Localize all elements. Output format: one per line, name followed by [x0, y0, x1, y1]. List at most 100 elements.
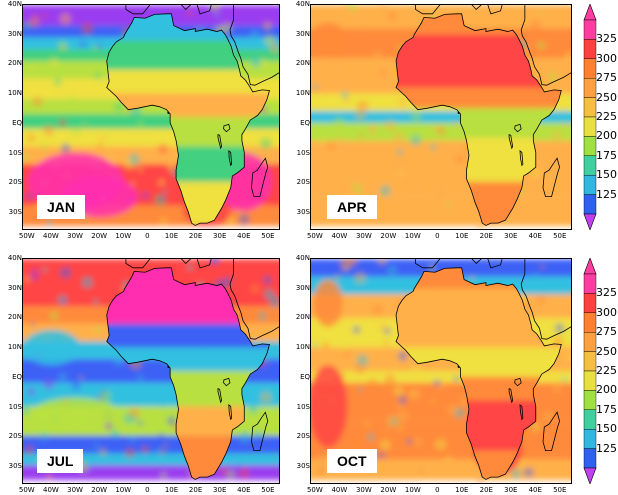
- lon-label: 40E: [528, 232, 542, 240]
- lon-label: 10W: [115, 486, 132, 494]
- lat-label: 10N: [7, 343, 22, 352]
- lon-label: 40W: [43, 232, 59, 240]
- lon-label: 30W: [355, 232, 372, 240]
- lat-label: 10S: [296, 148, 310, 157]
- colorbar-tick-label: 225: [596, 364, 617, 377]
- lat-label: 20N: [295, 59, 310, 68]
- month-label-jan: JAN: [37, 195, 86, 219]
- lat-label: 20N: [7, 59, 22, 68]
- lat-label: 30N: [7, 283, 22, 292]
- lat-label: 30N: [7, 29, 22, 38]
- lat-label: 20N: [295, 313, 310, 322]
- lat-label: 20S: [8, 432, 22, 441]
- colorbar-tick-label: 300: [596, 51, 617, 65]
- lon-label: 20W: [380, 486, 397, 494]
- lat-label: 10S: [8, 402, 22, 411]
- month-label-apr: APR: [327, 195, 377, 219]
- lat-label: 10S: [296, 402, 310, 411]
- lon-label: 50E: [261, 486, 275, 494]
- colorbar-bottom: 325 300 275 250 225 200 175 150 125: [580, 257, 618, 485]
- colorbar-tick-label: 200: [596, 129, 617, 143]
- lon-label: 50E: [553, 232, 567, 240]
- month-label-oct: OCT: [327, 449, 377, 473]
- lon-label: 40W: [43, 486, 59, 494]
- lon-label: 40W: [331, 232, 348, 240]
- lat-label: 30N: [295, 29, 310, 38]
- map-panel-apr: APR: [310, 4, 572, 230]
- lon-label: 20E: [188, 232, 203, 240]
- lat-label: 10N: [7, 89, 22, 98]
- lat-label: 10N: [295, 89, 310, 98]
- lon-label: 30W: [67, 232, 83, 240]
- lat-label: 10N: [295, 343, 310, 352]
- month-label-jul: JUL: [37, 449, 84, 473]
- lon-label: 40W: [331, 486, 348, 494]
- colorbar-top: 325 300 275 250 225 200 175 150 125: [580, 3, 618, 231]
- lon-label: 0: [435, 486, 440, 494]
- lon-label: 10E: [455, 486, 469, 494]
- lat-label: 10S: [8, 148, 22, 157]
- colorbar-tick-label: 200: [596, 383, 617, 397]
- lon-label: 50W: [306, 232, 323, 240]
- lat-label: 40N: [295, 0, 310, 8]
- lat-label: 40N: [7, 0, 22, 8]
- lon-label: 30W: [355, 486, 372, 494]
- lat-label: 20S: [296, 432, 310, 441]
- lon-label: 40E: [237, 232, 251, 240]
- lon-label: 10W: [404, 486, 421, 494]
- colorbar-tick-label: 325: [596, 32, 617, 46]
- map-panel-oct: OCT: [310, 258, 572, 484]
- lon-label: 10E: [455, 232, 469, 240]
- colorbar-tick-label: 275: [596, 71, 617, 85]
- colorbar-tick-label: 150: [596, 422, 617, 436]
- lon-label: 20W: [91, 232, 108, 240]
- lon-label: 20E: [479, 232, 493, 240]
- lon-label: 0: [145, 232, 150, 240]
- lat-label: EQ: [300, 118, 310, 127]
- map-apr: [311, 5, 571, 229]
- colorbar-tick-label: 225: [596, 110, 617, 123]
- lon-label: 40E: [237, 486, 251, 494]
- lon-label: 20E: [479, 486, 493, 494]
- colorbar-tick-label: 325: [596, 286, 617, 300]
- lon-label: 0: [435, 232, 440, 240]
- lon-label: 50E: [553, 486, 567, 494]
- lat-label: 30N: [295, 283, 310, 292]
- lat-label: 30S: [296, 462, 310, 471]
- colorbar-tick-label: 250: [596, 90, 617, 104]
- lon-label: 20W: [91, 486, 108, 494]
- lon-label: 30W: [67, 486, 83, 494]
- colorbar-swatches: [583, 257, 597, 485]
- lat-label: 40N: [7, 254, 22, 262]
- lon-label: 30E: [213, 232, 227, 240]
- lon-label: 10E: [164, 486, 179, 494]
- colorbar-tick-label: 175: [596, 402, 617, 416]
- lon-label: 50W: [18, 486, 35, 494]
- lon-label: 50E: [261, 232, 275, 240]
- lon-label: 0: [145, 486, 150, 494]
- lon-label: 10E: [164, 232, 179, 240]
- lon-label: 30E: [504, 486, 518, 494]
- lat-label: 30S: [8, 208, 22, 217]
- lat-label: 30S: [8, 462, 22, 471]
- lon-label: 40E: [528, 486, 542, 494]
- colorbar-tick-label: 150: [596, 168, 617, 182]
- lat-label: EQ: [12, 372, 22, 381]
- map-panel-jan: JAN: [22, 4, 280, 230]
- colorbar-tick-label: 125: [596, 187, 617, 201]
- map-oct: [311, 259, 571, 483]
- colorbar-swatches: [583, 3, 597, 231]
- lon-label: 10W: [404, 232, 421, 240]
- colorbar-tick-label: 175: [596, 148, 617, 162]
- lon-label: 50W: [18, 232, 35, 240]
- lon-label: 20W: [380, 232, 397, 240]
- colorbar-tick-label: 250: [596, 344, 617, 358]
- lat-label: EQ: [300, 372, 310, 381]
- lat-label: 20S: [296, 178, 310, 187]
- lon-label: 30E: [213, 486, 227, 494]
- lat-label: 40N: [295, 254, 310, 262]
- lon-label: 20E: [188, 486, 203, 494]
- lat-label: 20S: [8, 178, 22, 187]
- lat-label: 20N: [7, 313, 22, 322]
- lat-label: EQ: [12, 118, 22, 127]
